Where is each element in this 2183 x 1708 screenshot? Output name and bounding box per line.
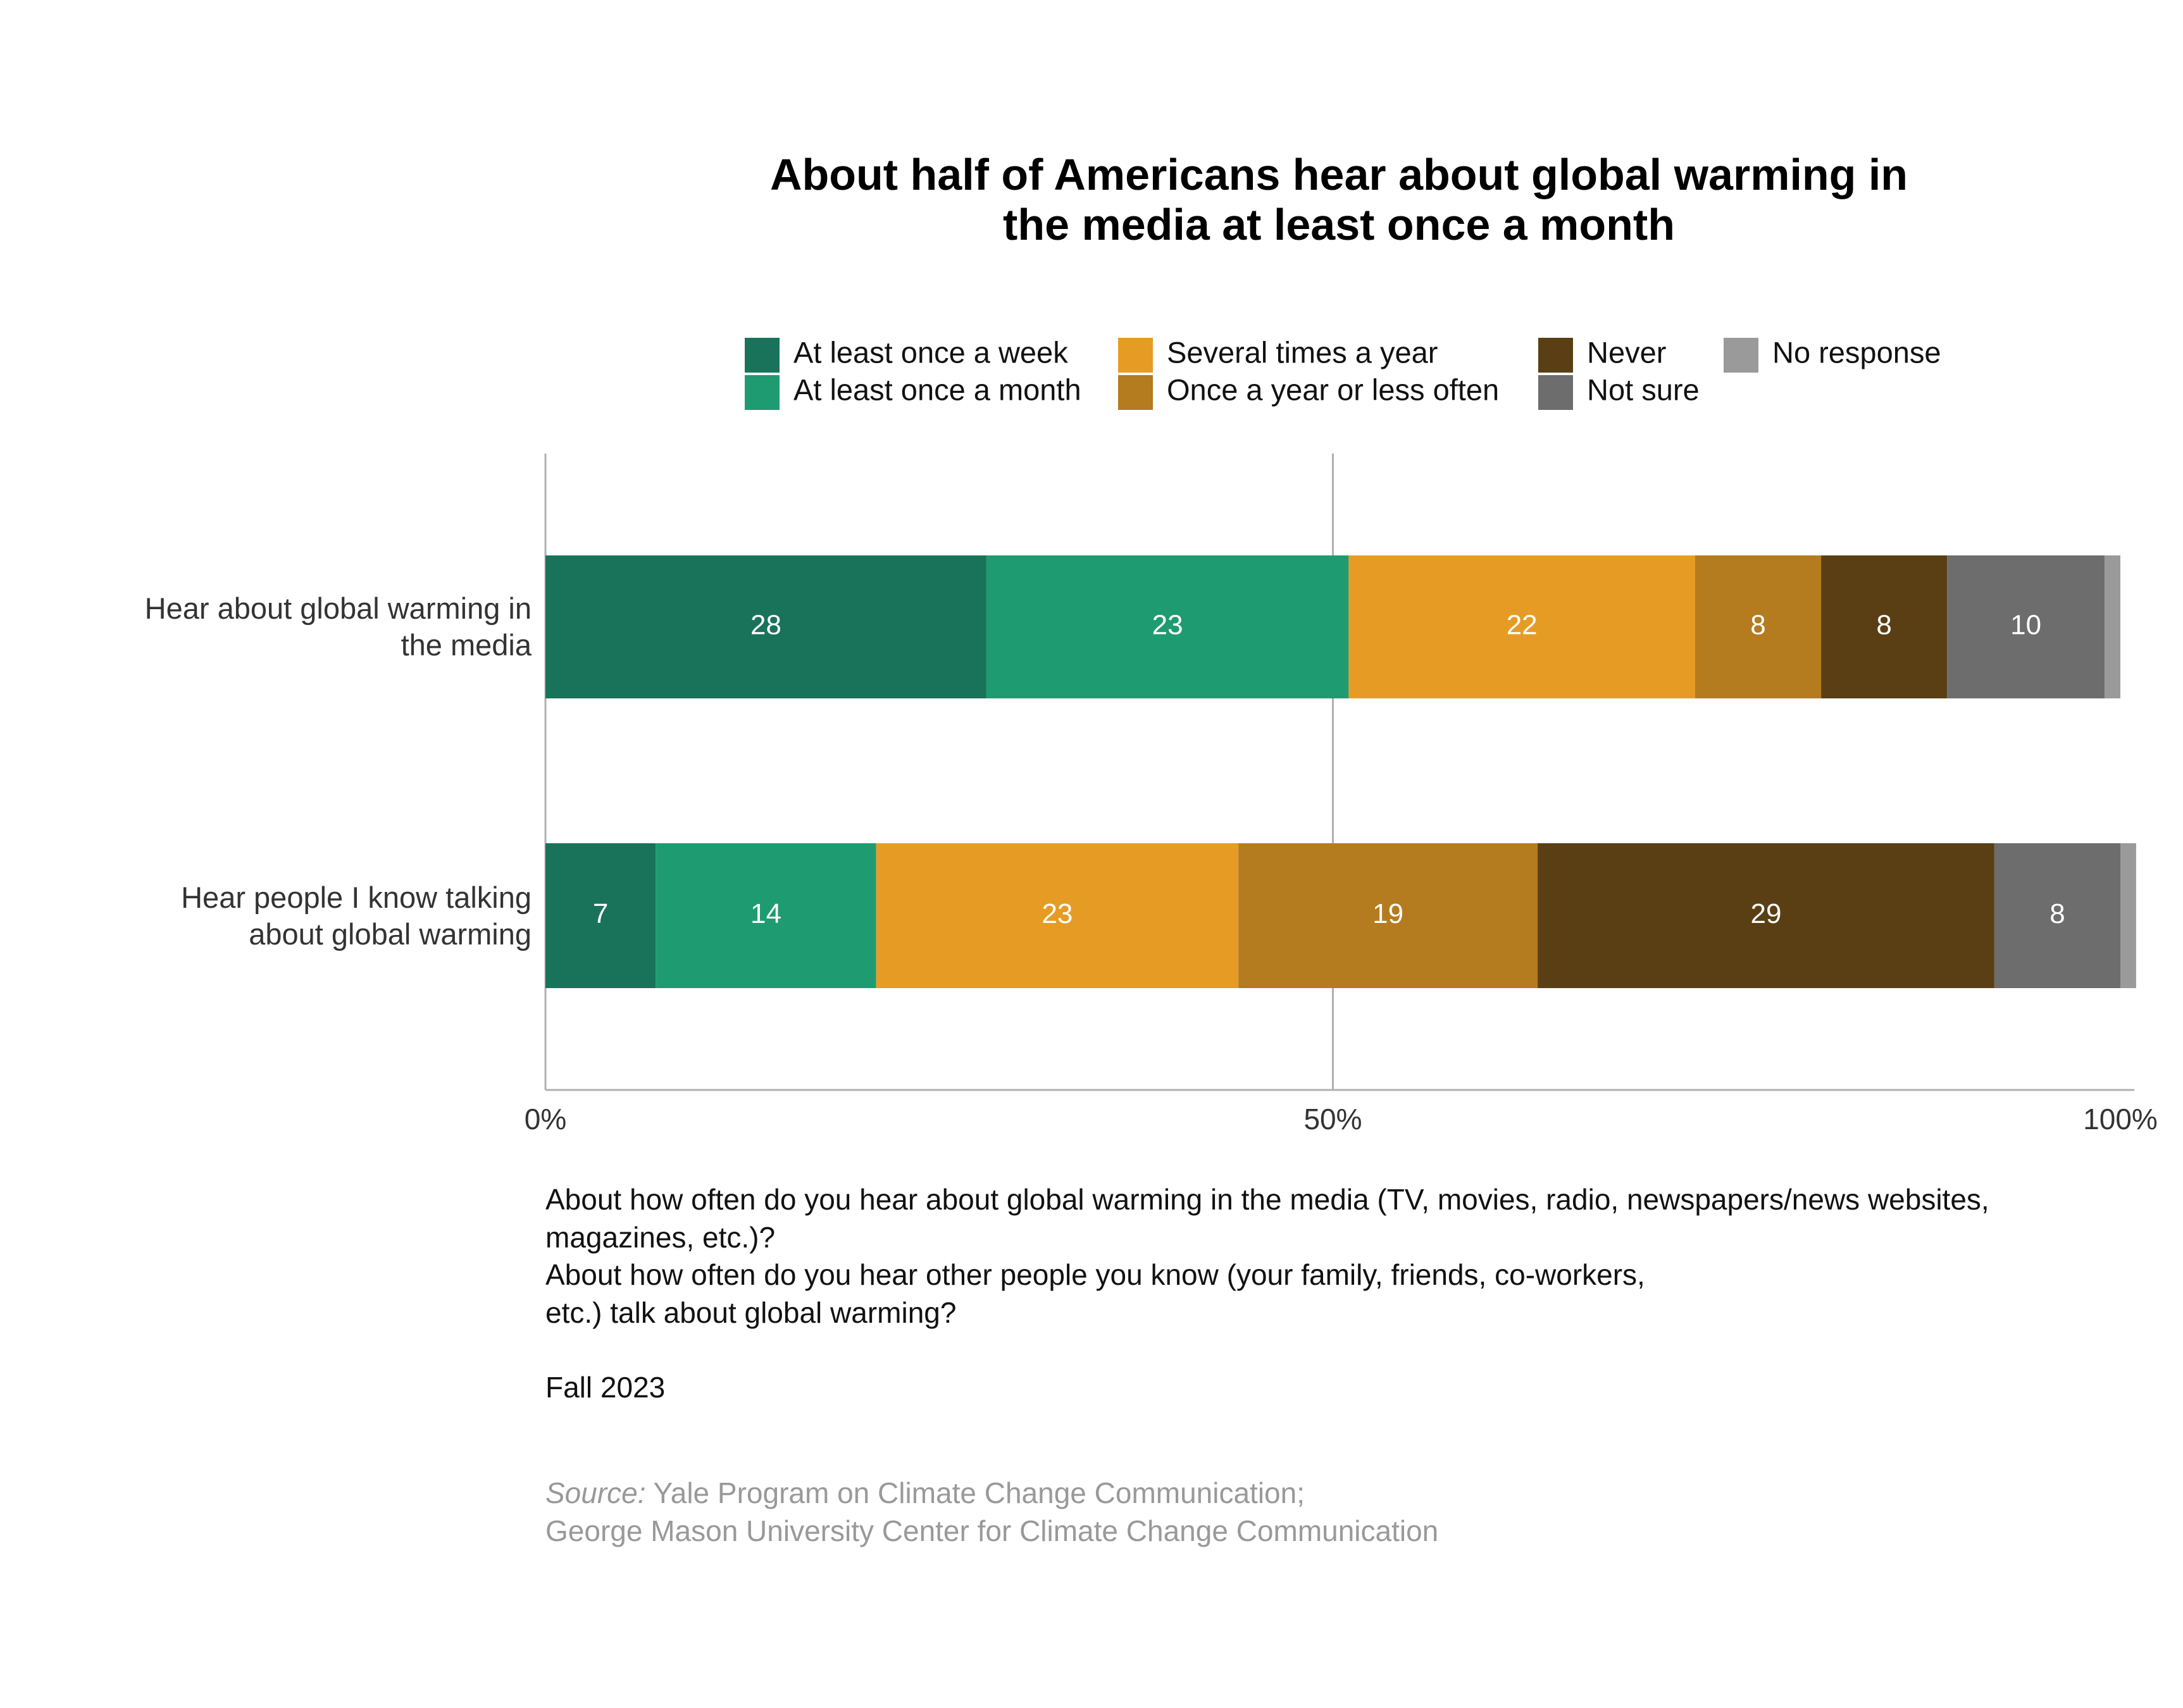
bar-segment (876, 843, 1239, 988)
source: Source: Yale Program on Climate Change C… (545, 1474, 1438, 1550)
x-tick-label: 0% (525, 1103, 566, 1136)
legend-label: Once a year or less often (1167, 373, 1499, 406)
source-label: Source: (545, 1476, 646, 1509)
value-label: 8 (1750, 610, 1765, 641)
legend-label: Never (1587, 335, 1666, 369)
legend-swatch (1538, 338, 1573, 373)
bar-segment (986, 555, 1349, 698)
value-label: 23 (1152, 610, 1183, 641)
source-text: Yale Program on Climate Change Communica… (545, 1476, 1439, 1547)
legend-swatch (1724, 338, 1758, 373)
legend-label: At least once a month (793, 373, 1081, 406)
value-label: 7 (593, 898, 608, 929)
legend-swatch (1538, 375, 1573, 410)
bar-segment (1238, 843, 1538, 988)
bar-segment (2120, 843, 2136, 988)
legend-label: Not sure (1587, 373, 1700, 406)
value-label: 8 (2049, 898, 2065, 929)
value-label: 8 (1876, 610, 1891, 641)
question-2: About how often do you hear other people… (545, 1258, 1645, 1329)
bar-segment (1821, 555, 1948, 698)
bar-segment (1538, 843, 1994, 988)
question-1: About how often do you hear about global… (545, 1183, 1989, 1254)
bar-segment (1994, 843, 2120, 988)
legend-label: At least once a week (793, 335, 1068, 369)
value-label: 28 (750, 610, 781, 641)
x-tick-label: 100% (2083, 1103, 2158, 1136)
legend-swatch (1118, 338, 1153, 373)
y-tick-label: Hear people I know talking about global … (181, 880, 532, 951)
legend-swatch (1118, 375, 1153, 410)
value-label: 19 (1372, 898, 1403, 929)
x-tick-label: 50% (1303, 1103, 1362, 1136)
legend-label: No response (1772, 335, 1941, 369)
value-label: 29 (1750, 898, 1781, 929)
bar-segment (2105, 555, 2120, 698)
legend-swatch (745, 338, 780, 373)
value-label: 23 (1042, 898, 1073, 929)
bar-segment (1947, 555, 2105, 698)
y-tick-label: Hear about global warming in the media (144, 591, 532, 662)
bar-segment (1695, 555, 1822, 698)
value-label: 22 (1507, 610, 1538, 641)
value-label: 10 (2010, 610, 2041, 641)
bar-segment (656, 843, 876, 988)
legend-label: Several times a year (1167, 335, 1438, 369)
value-label: 14 (750, 898, 781, 929)
legend-swatch (745, 375, 780, 410)
bar-segment (545, 843, 656, 988)
chart-title: About half of Americans hear about globa… (770, 150, 1908, 249)
date: Fall 2023 (545, 1371, 666, 1404)
bar-segment (1348, 555, 1695, 698)
bar-segment (545, 555, 986, 698)
